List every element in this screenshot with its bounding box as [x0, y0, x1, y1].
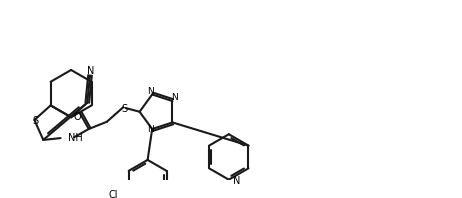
Text: NH: NH: [68, 133, 83, 143]
Text: N: N: [147, 87, 154, 96]
Text: N: N: [87, 66, 95, 76]
Text: S: S: [121, 104, 127, 114]
Text: O: O: [73, 112, 81, 122]
Text: N: N: [147, 126, 154, 134]
Text: S: S: [32, 116, 38, 126]
Text: Cl: Cl: [108, 190, 118, 198]
Text: N: N: [233, 176, 241, 186]
Text: N: N: [171, 93, 178, 102]
